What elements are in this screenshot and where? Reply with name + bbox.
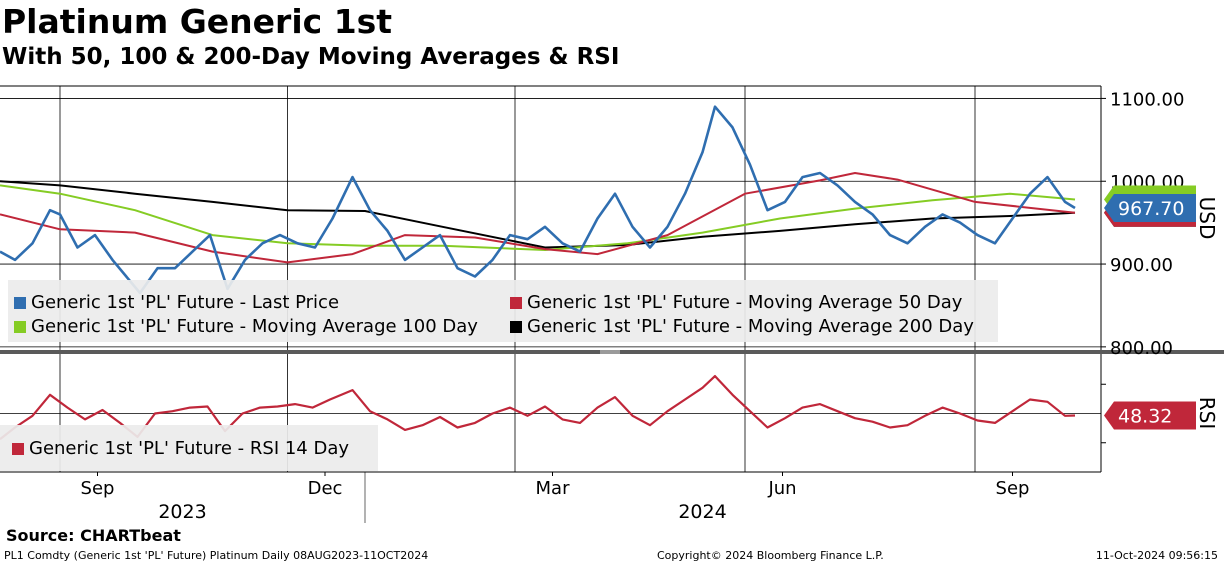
legend-swatch-last-price: [14, 297, 26, 309]
ma200-line: [0, 180, 1076, 249]
last-price-line: [0, 105, 1076, 295]
chart-title: Platinum Generic 1st: [2, 2, 393, 41]
x-tick-label: Sep: [996, 478, 1030, 499]
source-note: Source: CHARTbeat: [6, 526, 181, 545]
legend-item-ma100: Generic 1st 'PL' Future - Moving Average…: [14, 316, 478, 337]
divider-handle: [600, 350, 620, 354]
legend-label-last-price: Generic 1st 'PL' Future - Last Price: [31, 292, 340, 313]
legend-item-last-price: Generic 1st 'PL' Future - Last Price: [14, 292, 339, 313]
legend-swatch-rsi: [12, 443, 24, 455]
price-axis-title: USD: [1195, 197, 1219, 240]
legend-item-ma200: Generic 1st 'PL' Future - Moving Average…: [510, 316, 974, 337]
x-tick-label: Sep: [81, 478, 115, 499]
legend-label-ma100: Generic 1st 'PL' Future - Moving Average…: [31, 316, 478, 337]
last-price-value-tag: [1104, 193, 1196, 222]
legend-item-ma50: Generic 1st 'PL' Future - Moving Average…: [510, 292, 962, 313]
rsi-value-tag-text: 48.32: [1118, 405, 1172, 427]
x-tick-label: Jun: [767, 478, 796, 499]
footer-left: PL1 Comdty (Generic 1st 'PL' Future) Pla…: [4, 549, 429, 562]
rsi-axis-title: RSI: [1195, 397, 1219, 430]
price-legend: Generic 1st 'PL' Future - Last Price Gen…: [8, 280, 998, 342]
chart-subtitle: With 50, 100 & 200-Day Moving Averages &…: [2, 44, 620, 70]
legend-item-rsi: Generic 1st 'PL' Future - RSI 14 Day: [12, 438, 349, 459]
footer-center: Copyright© 2024 Bloomberg Finance L.P.: [657, 549, 884, 562]
footer-right: 11-Oct-2024 09:56:15: [1095, 549, 1218, 562]
ma100-line: [0, 184, 1076, 251]
rsi-line: [0, 375, 1076, 441]
legend-label-ma50: Generic 1st 'PL' Future - Moving Average…: [527, 292, 963, 313]
x-tick-label: Mar: [536, 478, 571, 499]
y-tick-label: 1100.00: [1110, 89, 1184, 110]
rsi-value-tag: [1104, 401, 1196, 430]
x-tick-label: Dec: [308, 478, 343, 499]
legend-swatch-ma200: [510, 321, 522, 333]
y-tick-label: 800.00: [1110, 338, 1173, 359]
year-label: 2024: [678, 501, 726, 523]
legend-swatch-ma50: [510, 297, 522, 309]
ma50-line: [0, 172, 1076, 264]
legend-swatch-ma100: [14, 321, 26, 333]
rsi-legend: Generic 1st 'PL' Future - RSI 14 Day: [0, 425, 378, 471]
y-tick-label: 900.00: [1110, 255, 1173, 276]
legend-label-ma200: Generic 1st 'PL' Future - Moving Average…: [527, 316, 974, 337]
year-label: 2023: [158, 501, 206, 523]
legend-label-rsi: Generic 1st 'PL' Future - RSI 14 Day: [29, 438, 350, 459]
last-price-value-tag-text: 967.70: [1118, 198, 1184, 220]
